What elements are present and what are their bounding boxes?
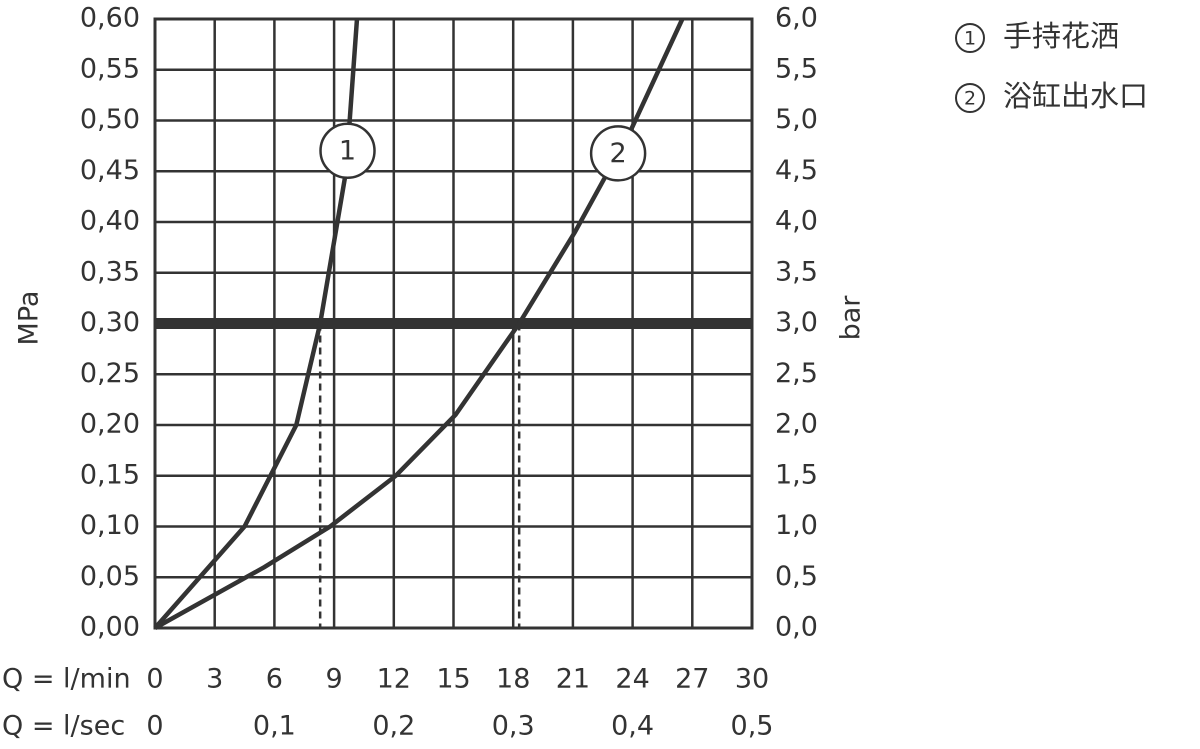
y-tick-label: 0,55 bbox=[80, 53, 140, 84]
y2-tick-label: 0,5 bbox=[775, 561, 818, 592]
x-tick-label: 3 bbox=[206, 664, 223, 695]
y-tick-label: 0,60 bbox=[80, 3, 140, 34]
y-tick-label: 0,10 bbox=[80, 510, 140, 541]
x2-tick-label: 0,3 bbox=[492, 711, 535, 742]
y2-tick-label: 2,5 bbox=[775, 358, 818, 389]
y-tick-label: 0,30 bbox=[80, 307, 140, 338]
y2-tick-label: 3,5 bbox=[775, 256, 818, 287]
x2-tick-label: 0,4 bbox=[611, 711, 654, 742]
x2-tick-label: 0,5 bbox=[731, 711, 774, 742]
series-marker-circle bbox=[319, 122, 376, 180]
x-tick-label: 21 bbox=[556, 664, 590, 695]
y2-tick-label: 5,0 bbox=[775, 104, 818, 135]
x2-tick-label: 0 bbox=[146, 711, 163, 742]
y-tick-label: 0,50 bbox=[80, 104, 140, 135]
x-tick-label: 6 bbox=[266, 664, 283, 695]
y2-tick-label: 0,0 bbox=[775, 612, 818, 643]
y2-tick-label: 1,5 bbox=[775, 459, 818, 490]
y-tick-label: 0,45 bbox=[80, 155, 140, 186]
x-tick-label: 18 bbox=[496, 664, 530, 695]
y-tick-label: 0,20 bbox=[80, 409, 140, 440]
legend-symbol-label: 1 bbox=[964, 28, 976, 50]
y-tick-label: 0,00 bbox=[80, 612, 140, 643]
x-axis-label: Q = l/min bbox=[2, 664, 131, 695]
legend-label: 浴缸出水口 bbox=[1003, 79, 1148, 113]
x2-axis-label: Q = l/sec bbox=[2, 711, 125, 742]
legend-symbol bbox=[955, 23, 985, 53]
y2-tick-label: 4,0 bbox=[775, 206, 818, 237]
y2-tick-label: 2,0 bbox=[775, 409, 818, 440]
y-tick-label: 0,25 bbox=[80, 358, 140, 389]
y2-tick-label: 1,0 bbox=[775, 510, 818, 541]
x-tick-label: 27 bbox=[675, 664, 709, 695]
y2-tick-label: 4,5 bbox=[775, 155, 818, 186]
y2-tick-label: 3,0 bbox=[775, 307, 818, 338]
x-tick-label: 0 bbox=[146, 664, 163, 695]
x-tick-label: 15 bbox=[436, 664, 470, 695]
legend-label: 手持花洒 bbox=[1003, 19, 1119, 53]
y-axis-label: MPa bbox=[14, 291, 45, 346]
legend-symbol-label: 2 bbox=[964, 88, 976, 110]
x2-tick-label: 0,1 bbox=[253, 711, 296, 742]
x-tick-label: 24 bbox=[615, 664, 649, 695]
y-tick-label: 0,40 bbox=[80, 206, 140, 237]
series-marker-circle bbox=[589, 125, 647, 182]
series-marker-label: 2 bbox=[610, 138, 627, 169]
y-tick-label: 0,15 bbox=[80, 459, 140, 490]
x-tick-label: 30 bbox=[735, 664, 769, 695]
x-tick-label: 9 bbox=[326, 664, 343, 695]
legend-symbol bbox=[955, 83, 985, 113]
x2-tick-label: 0,2 bbox=[372, 711, 415, 742]
y2-tick-label: 5,5 bbox=[775, 53, 818, 84]
x-tick-label: 12 bbox=[377, 664, 411, 695]
y2-tick-label: 6,0 bbox=[775, 3, 818, 34]
series-marker-label: 1 bbox=[339, 135, 356, 166]
plot-frame bbox=[153, 17, 754, 630]
y2-axis-label: bar bbox=[836, 295, 867, 341]
y-tick-label: 0,05 bbox=[80, 561, 140, 592]
y-tick-label: 0,35 bbox=[80, 256, 140, 287]
